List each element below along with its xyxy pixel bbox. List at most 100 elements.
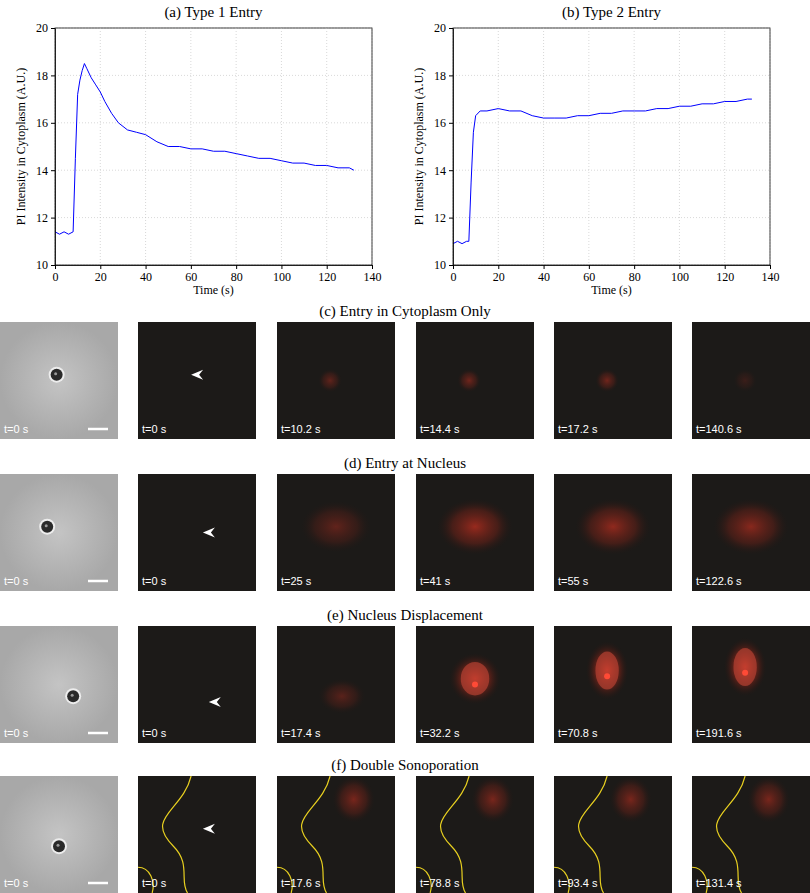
bubble-core	[57, 844, 60, 847]
fluorescence	[416, 322, 534, 439]
tick: 20	[95, 265, 107, 284]
grid-line	[453, 122, 770, 123]
time-label: t=0 s	[142, 727, 167, 739]
cell-outline	[717, 776, 746, 893]
grid-line	[55, 170, 372, 171]
row-title: (c) Entry in Cytoplasm Only	[319, 303, 491, 320]
y-axis-title: PI Intensity in Cytoplasm (A.U.)	[412, 68, 426, 225]
scale-bar	[88, 732, 108, 735]
pi-glow	[332, 776, 374, 823]
tick-mark	[449, 265, 453, 266]
grid-line	[236, 28, 237, 265]
micrograph	[554, 474, 672, 591]
time-label: t=17.6 s	[281, 877, 321, 889]
pi-glow	[586, 641, 628, 700]
scale-bar	[88, 882, 108, 885]
fluorescence	[138, 322, 256, 439]
pi-glow	[457, 369, 481, 392]
tick-label: 10	[434, 258, 446, 272]
chart: 020406080100120140101214161820(a) Type 1…	[14, 4, 382, 297]
y-axis-title: PI Intensity in Cytoplasm (A.U.)	[14, 68, 28, 225]
grid-line	[453, 170, 770, 171]
time-label: t=25 s	[281, 575, 312, 587]
tick: 14	[434, 164, 453, 178]
tick-label: 0	[451, 270, 457, 284]
tick-label: 20	[95, 270, 107, 284]
tick-label: 120	[716, 270, 734, 284]
bright-field	[0, 322, 118, 439]
tick: 14	[36, 164, 55, 178]
nucleus-spot	[742, 670, 748, 676]
micrograph	[0, 626, 118, 743]
fluorescence	[692, 626, 810, 743]
tick: 16	[434, 116, 453, 130]
axis-line	[449, 29, 454, 266]
pi-glow	[575, 499, 651, 555]
bright-field	[0, 474, 118, 591]
bubble-core	[54, 372, 57, 375]
tick-mark	[449, 28, 453, 29]
tick-label: 140	[762, 270, 780, 284]
micrograph	[416, 322, 534, 439]
tick: 0	[53, 265, 59, 284]
grid-line	[543, 28, 544, 265]
time-label: t=0 s	[4, 877, 29, 889]
arrowhead	[209, 697, 221, 707]
micrograph	[416, 776, 534, 893]
cell-outline	[441, 776, 470, 893]
time-label: t=131.4 s	[696, 877, 742, 889]
pi-glow	[437, 499, 513, 555]
tick: 10	[434, 258, 453, 272]
tick-label: 20	[36, 21, 48, 35]
time-label: t=0 s	[4, 727, 29, 739]
micrograph	[138, 776, 256, 893]
tick-mark	[146, 265, 147, 269]
time-label: t=17.2 s	[558, 423, 598, 435]
pi-glow	[609, 776, 651, 823]
time-label: t=0 s	[4, 423, 29, 435]
tick-label: 18	[36, 69, 48, 83]
time-label: t=122.6 s	[696, 575, 742, 587]
tick-mark	[498, 265, 499, 269]
nucleus	[595, 651, 618, 689]
panel-row: (f) Double Sonoporationt=0 st=0 st=17.6 …	[0, 757, 810, 893]
micrograph	[138, 626, 256, 743]
tick-mark	[449, 218, 453, 219]
axis-line	[51, 29, 56, 266]
time-label: t=14.4 s	[420, 423, 460, 435]
data-line	[453, 99, 752, 244]
tick-label: 16	[36, 116, 48, 130]
tick-mark	[449, 170, 453, 171]
marks	[453, 99, 752, 244]
pi-glow	[449, 653, 501, 704]
micrograph	[692, 322, 810, 439]
fluorescence	[277, 474, 395, 591]
tick-mark	[372, 265, 373, 269]
grid-line	[634, 28, 635, 265]
tick-label: 100	[671, 270, 689, 284]
tick-mark	[51, 218, 55, 219]
tick-mark	[449, 123, 453, 124]
fluorescence	[554, 776, 672, 893]
tick: 0	[451, 265, 457, 284]
y-axis: 101214161820	[434, 21, 454, 272]
x-axis: 020406080100120140	[53, 265, 382, 284]
micrograph	[277, 626, 395, 743]
x-axis-title: Time (s)	[591, 283, 632, 297]
grid-line	[55, 75, 372, 76]
micrograph	[0, 322, 118, 439]
time-label: t=55 s	[558, 575, 589, 587]
tick-label: 60	[185, 270, 197, 284]
tick: 18	[36, 69, 55, 83]
microbubble	[67, 690, 79, 702]
tick: 40	[140, 265, 152, 284]
tick-label: 80	[231, 270, 243, 284]
tick-mark	[51, 28, 55, 29]
grid-line	[498, 28, 499, 265]
grid-line	[281, 28, 282, 265]
plot-frame	[55, 28, 372, 265]
x-axis-title: Time (s)	[193, 283, 234, 297]
arrowhead	[203, 528, 215, 538]
micrograph	[277, 776, 395, 893]
time-label: t=70.8 s	[558, 727, 598, 739]
